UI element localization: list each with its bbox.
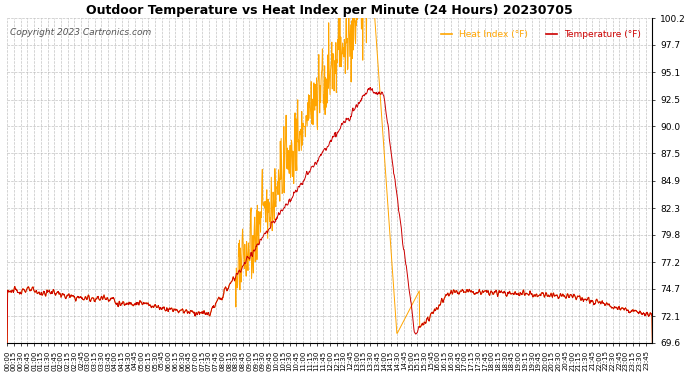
- Title: Outdoor Temperature vs Heat Index per Minute (24 Hours) 20230705: Outdoor Temperature vs Heat Index per Mi…: [86, 4, 573, 17]
- Text: Copyright 2023 Cartronics.com: Copyright 2023 Cartronics.com: [10, 28, 152, 37]
- Legend: Heat Index (°F), Temperature (°F): Heat Index (°F), Temperature (°F): [437, 26, 644, 42]
